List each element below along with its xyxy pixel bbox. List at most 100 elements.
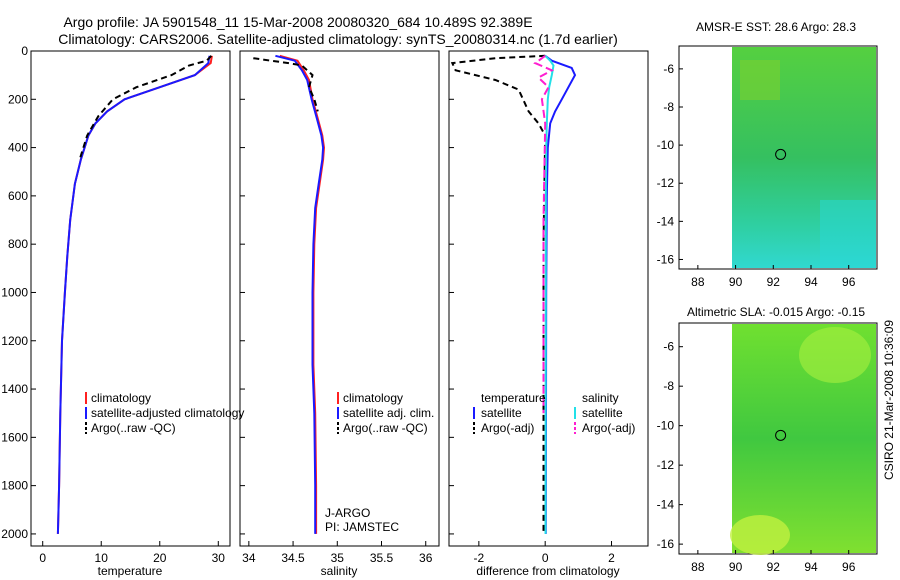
map-ytick-label: -6 bbox=[663, 340, 674, 354]
difference-series-2-line bbox=[544, 55, 555, 534]
temperature-ytick-label: 800 bbox=[8, 237, 28, 251]
legend-title-salinity: salinity bbox=[582, 391, 619, 405]
map-ytick-label: -10 bbox=[657, 138, 675, 152]
map-ytick-label: -16 bbox=[657, 537, 675, 551]
salinity-series-2-line bbox=[253, 57, 319, 112]
temperature-xlabel: temperature bbox=[98, 564, 163, 578]
map-ytick-label: -6 bbox=[663, 62, 674, 76]
temperature-xtick-label: 20 bbox=[153, 551, 167, 565]
map-xtick-label: 88 bbox=[691, 275, 705, 289]
difference-xtick-label: -2 bbox=[474, 551, 485, 565]
salinity-series-0-line bbox=[279, 54, 326, 534]
difference-xtick-label: 0 bbox=[542, 551, 549, 565]
temperature-xtick-label: 30 bbox=[212, 551, 226, 565]
temperature-legend: climatology satellite-adjusted climatolo… bbox=[85, 391, 244, 435]
salinity-ticks: 34 34.5 35 35.5 36 bbox=[240, 50, 433, 565]
map-ytick-label: -10 bbox=[657, 419, 675, 433]
salinity-series bbox=[253, 54, 326, 534]
salinity-panel: 34 34.5 35 35.5 36 salinity climatology sate… bbox=[239, 50, 440, 578]
temperature-ytick-label: 200 bbox=[8, 92, 28, 106]
salinity-xtick-label: 35 bbox=[331, 551, 345, 565]
temperature-ytick-label: 1600 bbox=[1, 430, 28, 444]
float-program-label: J-ARGO bbox=[325, 506, 370, 520]
difference-panel: -2 0 2 difference from climatology tempera… bbox=[448, 50, 649, 578]
difference-legend: temperature salinity satellite Argo(-adj… bbox=[473, 391, 635, 435]
map-xtick-label: 96 bbox=[842, 275, 856, 289]
legend-title-temperature: temperature bbox=[481, 391, 546, 405]
temperature-series-1-line bbox=[56, 55, 211, 534]
temperature-series bbox=[56, 55, 213, 534]
side-timestamp-label: CSIRO 21-Mar-2008 10:36:09 bbox=[882, 320, 896, 480]
map-ytick-label: -12 bbox=[657, 458, 675, 472]
temperature-ytick-label: 1200 bbox=[1, 334, 28, 348]
salinity-xtick-label: 35.5 bbox=[370, 551, 394, 565]
sst-map-title: AMSR-E SST: 28.6 Argo: 28.3 bbox=[696, 20, 856, 34]
map-xtick-label: 90 bbox=[729, 275, 743, 289]
sla-high-patch bbox=[799, 327, 871, 383]
difference-series-3-line bbox=[533, 54, 555, 414]
difference-plot-area bbox=[448, 50, 649, 547]
salinity-plot-area bbox=[239, 50, 440, 547]
temperature-xtick-label: 0 bbox=[39, 551, 46, 565]
map-ytick-label: -14 bbox=[657, 214, 675, 228]
map-ytick-label: -8 bbox=[663, 100, 674, 114]
map-xtick-label: 94 bbox=[804, 560, 818, 574]
map-xtick-label: 92 bbox=[767, 560, 781, 574]
sla-float-marker bbox=[775, 429, 787, 441]
temperature-series-2-line bbox=[78, 55, 213, 160]
temperature-ytick-label: 600 bbox=[8, 189, 28, 203]
map-ytick-label: -8 bbox=[663, 379, 674, 393]
sla-high-patch-south bbox=[730, 515, 790, 555]
temperature-ytick-label: 1800 bbox=[1, 479, 28, 493]
temperature-panel: 0 10 20 30 0 200 400 600 800 1000 1200 1400 1600 1800… bbox=[1, 44, 244, 578]
temperature-xtick-label: 10 bbox=[95, 551, 109, 565]
map-ytick-label: -14 bbox=[657, 498, 675, 512]
legend-label-sal-satellite: satellite bbox=[582, 406, 623, 420]
salinity-xtick-label: 34.5 bbox=[281, 551, 305, 565]
legend-label-temp-satellite: satellite bbox=[481, 406, 522, 420]
legend-label-satellite: satellite adj. clim. bbox=[343, 406, 434, 420]
legend-label-argo: Argo(..raw -QC) bbox=[343, 421, 428, 435]
sst-warm-patch bbox=[740, 60, 780, 100]
difference-series bbox=[450, 54, 577, 534]
figure-title-line1: Argo profile: JA 5901548_11 15-Mar-2008 … bbox=[63, 14, 532, 30]
temperature-ytick-label: 400 bbox=[8, 141, 28, 155]
map-xtick-label: 96 bbox=[842, 560, 856, 574]
map-xtick-label: 94 bbox=[804, 275, 818, 289]
sla-map-title: Altimetric SLA: -0.015 Argo: -0.15 bbox=[687, 305, 865, 319]
sst-float-marker bbox=[775, 148, 787, 160]
temperature-plot-area bbox=[30, 50, 231, 547]
legend-label-climatology: climatology bbox=[343, 391, 403, 405]
salinity-xtick-label: 34 bbox=[242, 551, 256, 565]
map-ytick-label: -16 bbox=[657, 252, 675, 266]
temperature-ytick-label: 1000 bbox=[1, 285, 28, 299]
legend-label-temp-argo: Argo(-adj) bbox=[481, 421, 534, 435]
difference-ticks: -2 0 2 bbox=[449, 50, 615, 565]
sla-map-ticks: 88 90 92 94 96 -6 -8 -10 -12 -14 -16 bbox=[657, 340, 856, 574]
sla-map-panel: Altimetric SLA: -0.015 Argo: -0.15 88 90 9… bbox=[657, 305, 878, 574]
temperature-ytick-label: 1400 bbox=[1, 382, 28, 396]
figure-title-line2: Climatology: CARS2006. Satellite-adjuste… bbox=[58, 31, 618, 47]
legend-label-sal-argo: Argo(-adj) bbox=[582, 421, 635, 435]
difference-series-0-line bbox=[544, 54, 577, 534]
sst-cool-patch bbox=[820, 200, 876, 268]
sst-map-ticks: 88 90 92 94 96 -6 -8 -10 -12 -14 -16 bbox=[657, 62, 856, 289]
difference-series-1-line bbox=[450, 54, 547, 534]
legend-label-satellite: satellite-adjusted climatology bbox=[91, 406, 244, 420]
temperature-ytick-label: 2000 bbox=[1, 527, 28, 541]
temperature-ticks: 0 10 20 30 0 200 400 600 800 1000 1200 1400 1600 1800… bbox=[1, 44, 225, 565]
temperature-series-0-line bbox=[56, 55, 213, 534]
sst-map-panel: AMSR-E SST: 28.6 Argo: 28.3 88 90 92 94 96 -6… bbox=[657, 20, 878, 289]
salinity-legend: climatology satellite adj. clim. Argo(..… bbox=[337, 391, 434, 435]
map-xtick-label: 88 bbox=[691, 560, 705, 574]
salinity-xtick-label: 36 bbox=[419, 551, 433, 565]
map-xtick-label: 90 bbox=[729, 560, 743, 574]
difference-xlabel: difference from climatology bbox=[476, 564, 619, 578]
float-pi-label: PI: JAMSTEC bbox=[325, 520, 399, 534]
map-ytick-label: -12 bbox=[657, 176, 675, 190]
map-xtick-label: 92 bbox=[767, 275, 781, 289]
salinity-series-1-line bbox=[275, 54, 325, 534]
temperature-ytick-label: 0 bbox=[21, 44, 28, 58]
difference-xtick-label: 2 bbox=[608, 551, 615, 565]
legend-label-climatology: climatology bbox=[91, 391, 151, 405]
